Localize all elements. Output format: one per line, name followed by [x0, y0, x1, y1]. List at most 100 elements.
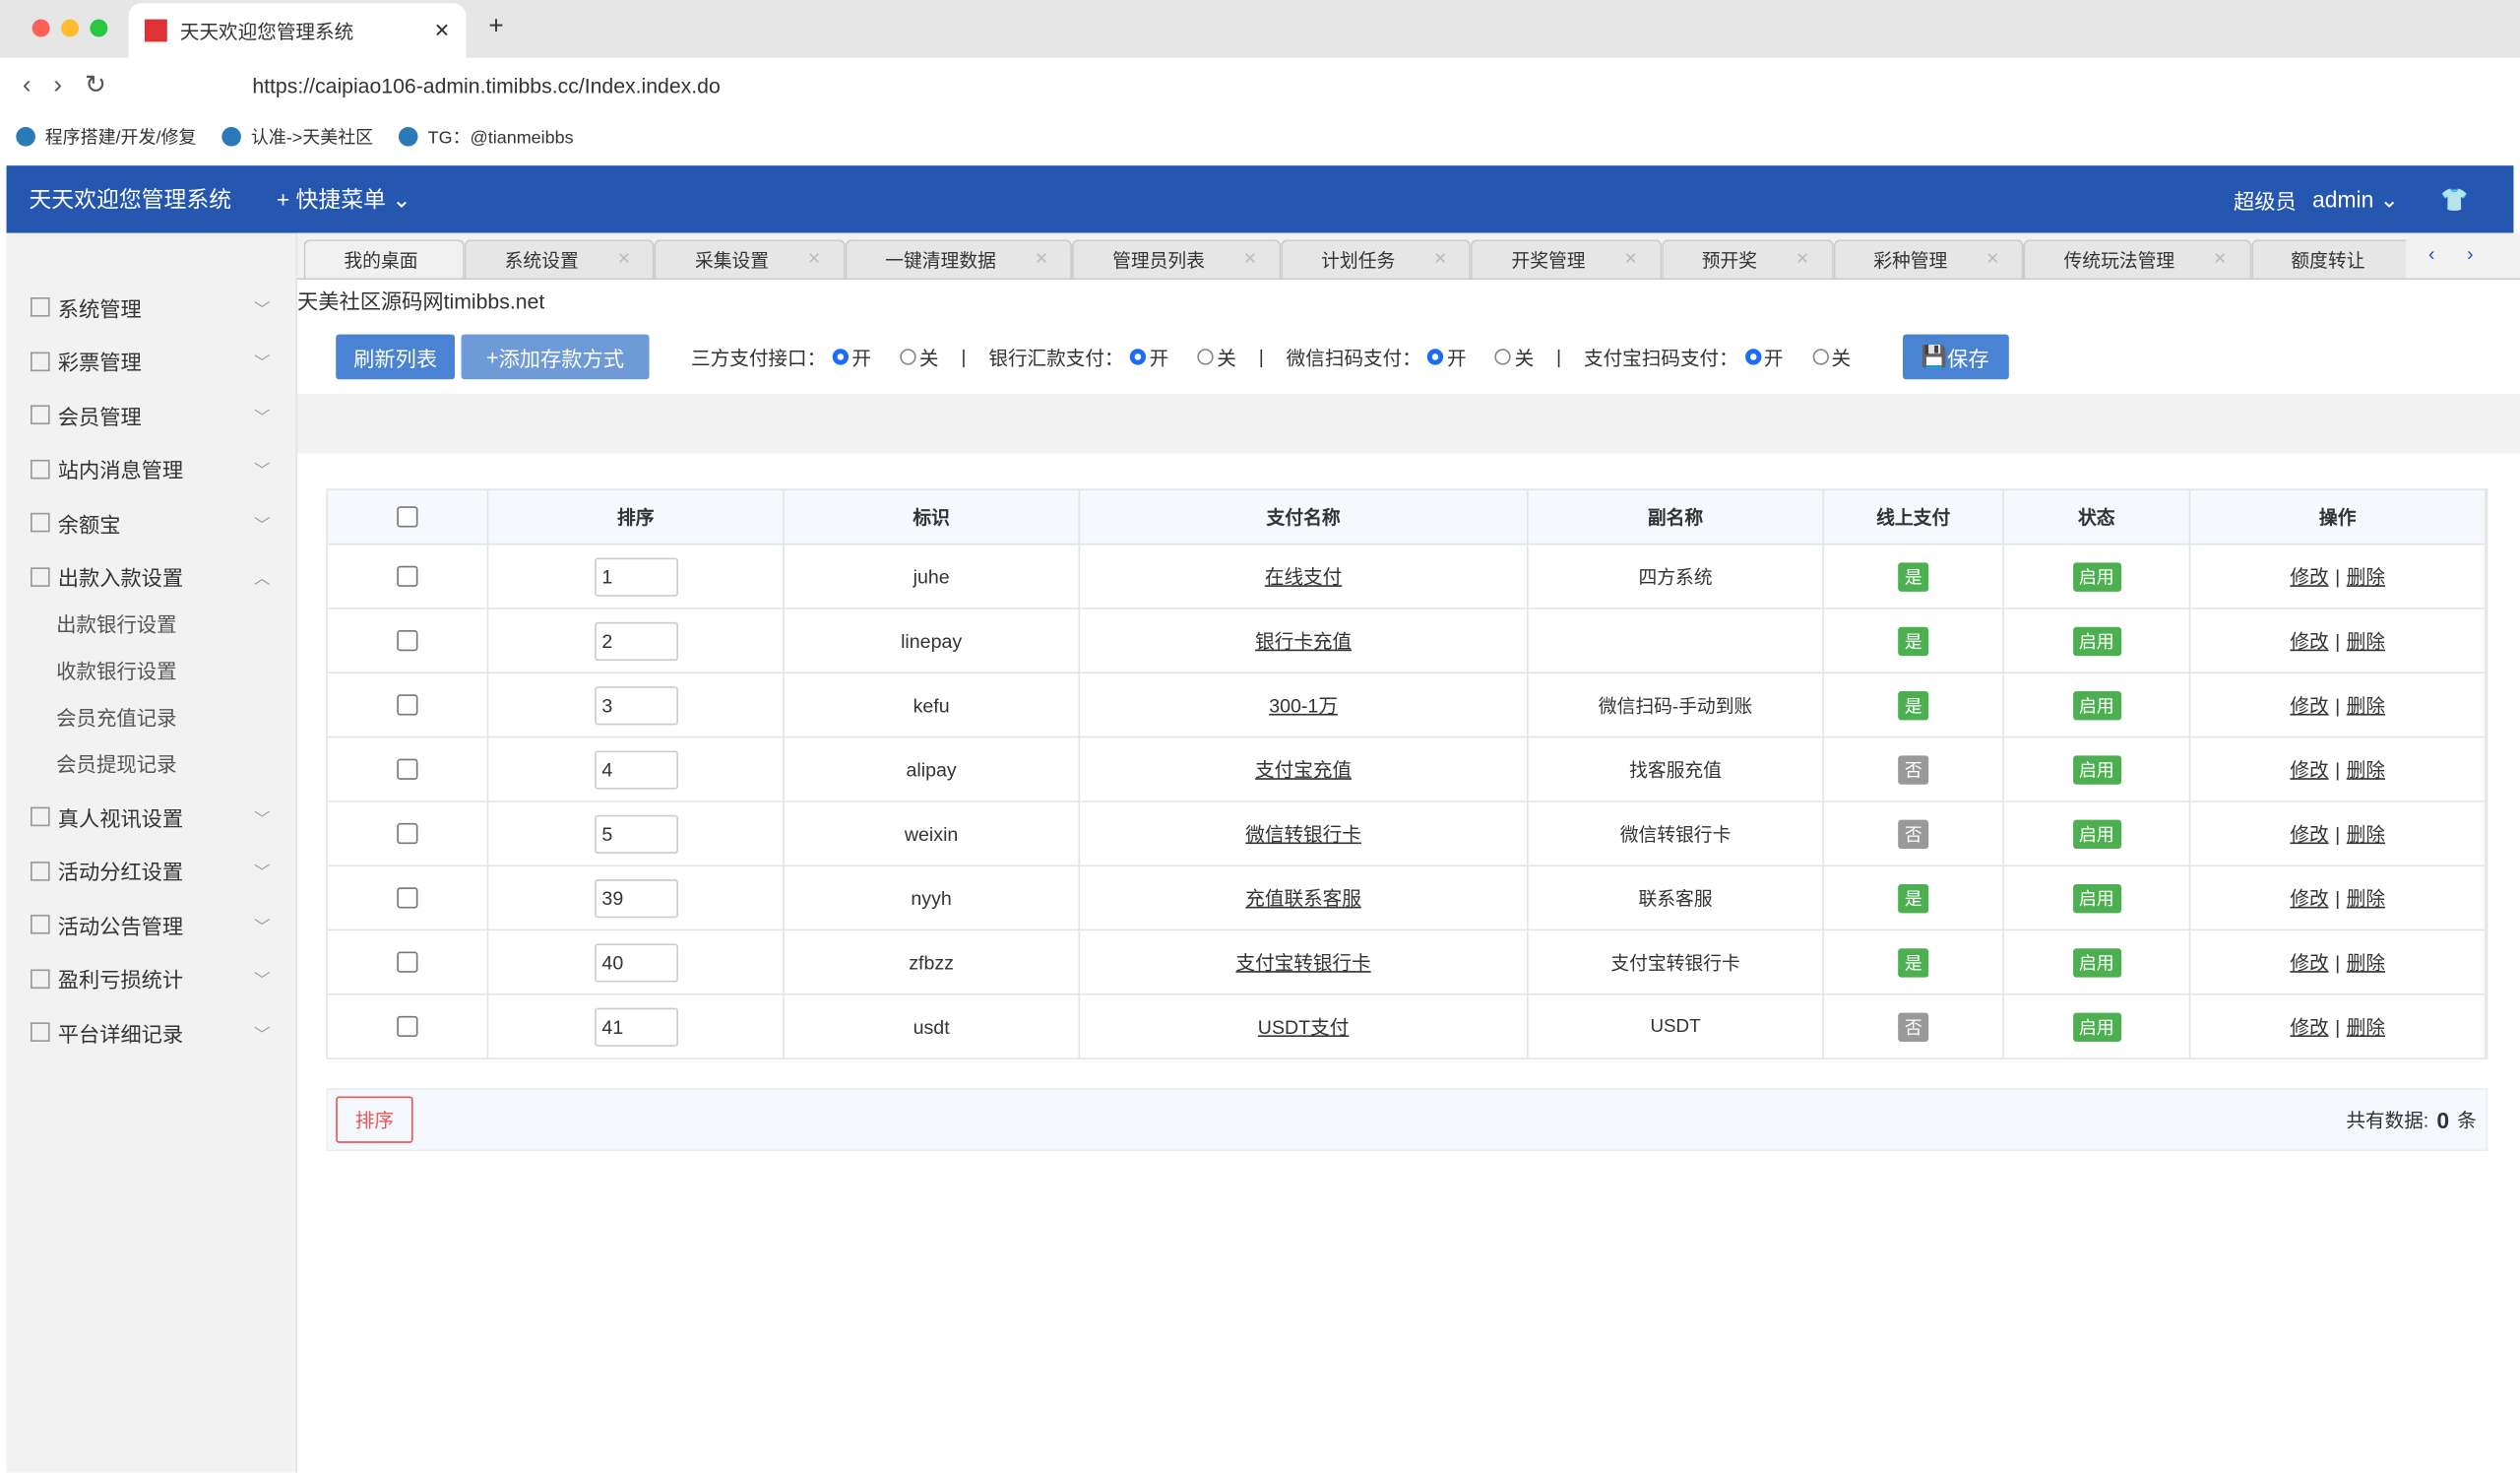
bookmark[interactable]: 认准->天美社区 — [221, 124, 373, 150]
page-tab[interactable]: 系统设置 ✕ — [464, 239, 656, 279]
row-checkbox[interactable] — [397, 887, 418, 909]
nav-buttons[interactable]: ‹›↻ — [22, 72, 129, 100]
page-tab-close[interactable]: ✕ — [1243, 250, 1257, 269]
sort-input[interactable]: 2 — [594, 621, 678, 661]
url-field[interactable]: https://caipiao106-admin.timibbs.cc/Inde… — [199, 62, 2411, 108]
bookmark[interactable]: TG：@tianmeibbs — [399, 124, 574, 150]
sort-input[interactable]: 4 — [594, 749, 678, 789]
radio-on[interactable] — [1427, 349, 1444, 365]
pay-name[interactable]: 充值联系客服 — [1245, 887, 1361, 911]
delete-link[interactable]: 删除 — [2346, 951, 2385, 975]
row-checkbox[interactable] — [397, 565, 418, 587]
row-checkbox[interactable] — [397, 951, 418, 973]
row-checkbox[interactable] — [397, 694, 418, 716]
page-tab-close[interactable]: ✕ — [1035, 250, 1048, 269]
sort-input[interactable]: 40 — [594, 942, 678, 982]
edit-link[interactable]: 修改 — [2290, 629, 2329, 653]
edit-link[interactable]: 修改 — [2290, 565, 2329, 589]
add-button[interactable]: + 添加存款方式 — [461, 334, 650, 380]
edit-link[interactable]: 修改 — [2290, 822, 2329, 846]
tab-close[interactable]: ✕ — [433, 19, 451, 42]
menu-item[interactable]: 活动公告管理 ﹀ — [7, 908, 296, 940]
skin-icon[interactable]: 👕 — [2440, 185, 2469, 212]
quick-menu[interactable]: + 快捷菜单 ⌄ — [276, 186, 411, 213]
menu-item[interactable]: 彩票管理 ﹀ — [7, 345, 296, 377]
row-checkbox[interactable] — [397, 1015, 418, 1038]
pay-name[interactable]: 微信转银行卡 — [1245, 822, 1361, 846]
sort-input[interactable]: 1 — [594, 556, 678, 596]
row-checkbox[interactable] — [397, 822, 418, 845]
page-tab[interactable]: 我的桌面 — [303, 239, 465, 279]
delete-link[interactable]: 删除 — [2346, 758, 2385, 782]
sort-input[interactable]: 3 — [594, 685, 678, 725]
pay-name[interactable]: 银行卡充值 — [1255, 629, 1353, 653]
menu-item[interactable]: 活动分红设置 ﹀ — [7, 855, 296, 887]
pay-name[interactable]: 支付宝充值 — [1255, 758, 1353, 782]
page-tab-close[interactable]: ✕ — [1433, 250, 1448, 269]
page-tab[interactable]: 传统玩法管理 ✕ — [2023, 239, 2251, 279]
delete-link[interactable]: 删除 — [2346, 822, 2385, 846]
page-tab-close[interactable]: ✕ — [1623, 250, 1638, 269]
edit-link[interactable]: 修改 — [2290, 1015, 2329, 1039]
sort-button[interactable]: 排序 — [336, 1096, 413, 1143]
new-tab[interactable]: + — [488, 13, 504, 40]
pay-name[interactable]: 在线支付 — [1264, 565, 1343, 589]
save-button[interactable]: 💾 保存 — [1902, 334, 2009, 380]
menu-item[interactable]: 真人视讯设置 ﹀ — [7, 801, 296, 833]
delete-link[interactable]: 删除 — [2346, 694, 2385, 718]
select-all[interactable] — [397, 506, 418, 528]
browser-tab[interactable]: 天天欢迎您管理系统 ✕ — [128, 3, 467, 58]
edit-link[interactable]: 修改 — [2290, 694, 2329, 718]
menu-item[interactable]: 系统管理 ﹀ — [7, 291, 296, 324]
delete-link[interactable]: 删除 — [2346, 629, 2385, 653]
radio-off[interactable] — [1494, 349, 1512, 365]
radio-off[interactable] — [1811, 349, 1829, 365]
pay-name[interactable]: 支付宝转银行卡 — [1235, 951, 1371, 975]
sort-input[interactable]: 5 — [594, 813, 678, 854]
page-tab-close[interactable]: ✕ — [2404, 251, 2406, 269]
row-checkbox[interactable] — [397, 629, 418, 652]
radio-on[interactable] — [832, 349, 850, 365]
max-dot[interactable] — [90, 19, 108, 37]
page-tab[interactable]: 采集设置 ✕ — [655, 239, 846, 279]
page-tab[interactable]: 一键清理数据 ✕ — [845, 239, 1073, 279]
page-tab-close[interactable]: ✕ — [1796, 250, 1809, 269]
page-tab[interactable]: 开奖管理 ✕ — [1471, 239, 1662, 279]
page-tab[interactable]: 计划任务 ✕ — [1281, 239, 1472, 279]
menu-item[interactable]: 站内消息管理 ﹀ — [7, 453, 296, 485]
page-tab-close[interactable]: ✕ — [1985, 250, 2000, 269]
delete-link[interactable]: 删除 — [2346, 887, 2385, 911]
pay-name[interactable]: 300-1万 — [1269, 694, 1338, 718]
menu-item[interactable]: 会员管理 ﹀ — [7, 399, 296, 431]
delete-link[interactable]: 删除 — [2346, 565, 2385, 589]
submenu-item[interactable]: 出款银行设置 — [56, 613, 177, 637]
edit-link[interactable]: 修改 — [2290, 758, 2329, 782]
submenu-item[interactable]: 收款银行设置 — [56, 661, 177, 683]
submenu-item[interactable]: 会员提现记录 — [56, 753, 177, 777]
page-tab[interactable]: 彩种管理 ✕ — [1833, 239, 2024, 279]
tab-scroll[interactable]: ‹ › — [2427, 242, 2474, 266]
row-checkbox[interactable] — [397, 758, 418, 780]
menu-item[interactable]: 平台详细记录 ﹀ — [7, 1016, 296, 1049]
page-tab-close[interactable]: ✕ — [2213, 250, 2228, 269]
menu-item[interactable]: 余额宝 ﹀ — [7, 506, 296, 539]
delete-link[interactable]: 删除 — [2346, 1015, 2385, 1039]
pay-name[interactable]: USDT支付 — [1257, 1015, 1350, 1039]
radio-on[interactable] — [1744, 349, 1761, 365]
page-tab-close[interactable]: ✕ — [807, 250, 821, 269]
refresh-button[interactable]: 刷新列表 — [336, 334, 456, 380]
sort-input[interactable]: 39 — [594, 878, 678, 918]
page-tab[interactable]: 预开奖 ✕ — [1661, 239, 1834, 279]
page-tab-close[interactable]: ✕ — [616, 250, 631, 269]
page-tab[interactable]: 额度转让 ✕ — [2250, 239, 2407, 279]
edit-link[interactable]: 修改 — [2290, 887, 2329, 911]
bookmark[interactable]: 程序搭建/开发/修复 — [16, 124, 196, 150]
menu-item[interactable]: 出款入款设置 ︿ — [7, 560, 296, 593]
user-menu[interactable]: admin ⌄ — [2312, 185, 2399, 212]
submenu-item[interactable]: 会员充值记录 — [56, 707, 177, 731]
min-dot[interactable] — [61, 19, 79, 37]
menu-item[interactable]: 盈利亏损统计 ﹀ — [7, 962, 296, 994]
radio-off[interactable] — [900, 349, 916, 365]
sort-input[interactable]: 41 — [594, 1006, 678, 1047]
edit-link[interactable]: 修改 — [2290, 951, 2329, 975]
